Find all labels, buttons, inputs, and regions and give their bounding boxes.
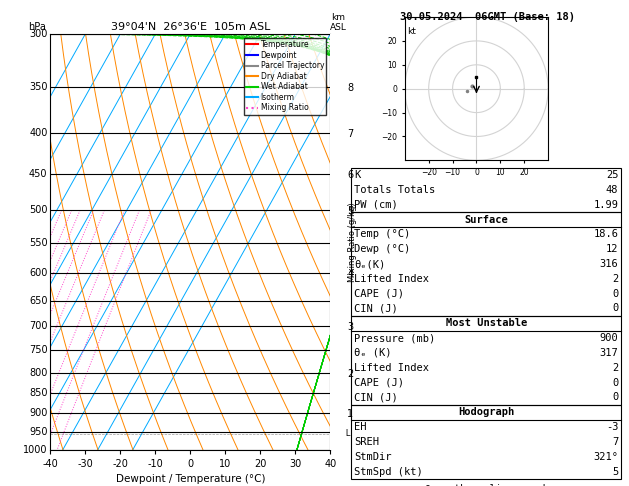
Text: 0: 0: [612, 289, 618, 299]
Text: θₑ(K): θₑ(K): [354, 259, 386, 269]
Text: 316: 316: [599, 259, 618, 269]
Text: 1000: 1000: [23, 445, 48, 454]
Legend: Temperature, Dewpoint, Parcel Trajectory, Dry Adiabat, Wet Adiabat, Isotherm, Mi: Temperature, Dewpoint, Parcel Trajectory…: [244, 38, 326, 115]
Text: 317: 317: [599, 348, 618, 358]
X-axis label: Dewpoint / Temperature (°C): Dewpoint / Temperature (°C): [116, 474, 265, 484]
Text: Mixing Ratio (g/kg): Mixing Ratio (g/kg): [348, 202, 357, 281]
Text: 0: 0: [612, 392, 618, 402]
Text: EH: EH: [354, 422, 367, 432]
Text: 950: 950: [29, 427, 48, 437]
Text: Totals Totals: Totals Totals: [354, 185, 435, 195]
Text: 1.99: 1.99: [593, 200, 618, 210]
Text: StmDir: StmDir: [354, 451, 392, 462]
Text: 900: 900: [599, 333, 618, 343]
Text: PW (cm): PW (cm): [354, 200, 398, 210]
Text: K: K: [354, 170, 360, 180]
Text: CAPE (J): CAPE (J): [354, 378, 404, 388]
Text: 650: 650: [29, 296, 48, 306]
Text: 0: 0: [612, 378, 618, 388]
Text: 2: 2: [612, 274, 618, 284]
Text: 1LCL: 1LCL: [330, 429, 350, 438]
Text: θₑ (K): θₑ (K): [354, 348, 392, 358]
Text: Dewp (°C): Dewp (°C): [354, 244, 410, 254]
Text: 18.6: 18.6: [593, 229, 618, 240]
Text: Pressure (mb): Pressure (mb): [354, 333, 435, 343]
Text: Lifted Index: Lifted Index: [354, 274, 429, 284]
Text: 500: 500: [29, 205, 48, 215]
Text: 700: 700: [29, 321, 48, 331]
Text: 2: 2: [612, 363, 618, 373]
Text: Surface: Surface: [464, 214, 508, 225]
Text: StmSpd (kt): StmSpd (kt): [354, 467, 423, 477]
Text: 300: 300: [29, 29, 48, 39]
Text: 30.05.2024  06GMT (Base: 18): 30.05.2024 06GMT (Base: 18): [400, 12, 575, 22]
Title: 39°04'N  26°36'E  105m ASL: 39°04'N 26°36'E 105m ASL: [111, 22, 270, 32]
Text: 12: 12: [606, 244, 618, 254]
Text: CIN (J): CIN (J): [354, 303, 398, 313]
Text: CIN (J): CIN (J): [354, 392, 398, 402]
Text: 321°: 321°: [593, 451, 618, 462]
Text: km
ASL: km ASL: [330, 13, 347, 32]
Text: CAPE (J): CAPE (J): [354, 289, 404, 299]
Text: 0: 0: [612, 303, 618, 313]
Text: Temp (°C): Temp (°C): [354, 229, 410, 240]
Text: 600: 600: [29, 268, 48, 278]
Text: hPa: hPa: [28, 22, 46, 32]
Text: Hodograph: Hodograph: [458, 407, 515, 417]
Text: Most Unstable: Most Unstable: [445, 318, 527, 329]
Text: 48: 48: [606, 185, 618, 195]
Text: 25: 25: [606, 170, 618, 180]
Text: 900: 900: [29, 408, 48, 418]
Text: 400: 400: [29, 128, 48, 139]
Text: SREH: SREH: [354, 437, 379, 447]
Text: 750: 750: [29, 345, 48, 355]
Text: kt: kt: [407, 27, 416, 35]
Text: 450: 450: [29, 169, 48, 179]
Text: -3: -3: [606, 422, 618, 432]
Text: © weatheronline.co.uk: © weatheronline.co.uk: [425, 484, 548, 486]
Text: 800: 800: [29, 367, 48, 378]
Text: 7: 7: [612, 437, 618, 447]
Text: 350: 350: [29, 82, 48, 92]
Text: 550: 550: [29, 238, 48, 248]
Text: 850: 850: [29, 388, 48, 399]
Text: Lifted Index: Lifted Index: [354, 363, 429, 373]
Text: 5: 5: [612, 467, 618, 477]
